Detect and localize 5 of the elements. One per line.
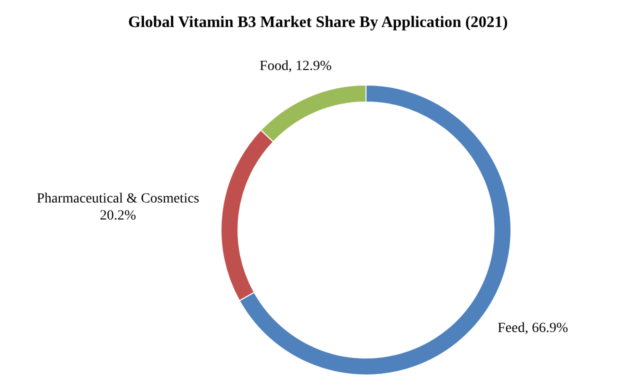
data-label: 20.2% — [100, 208, 136, 224]
slice-label: Feed, 66.9% — [498, 320, 568, 336]
slice-label: Food, 12.9% — [260, 59, 332, 74]
chart-title: Global Vitamin B3 Market Share By Application (2021) — [128, 14, 508, 31]
slice-label: Pharmaceutical & Cosmetics — [36, 192, 200, 207]
